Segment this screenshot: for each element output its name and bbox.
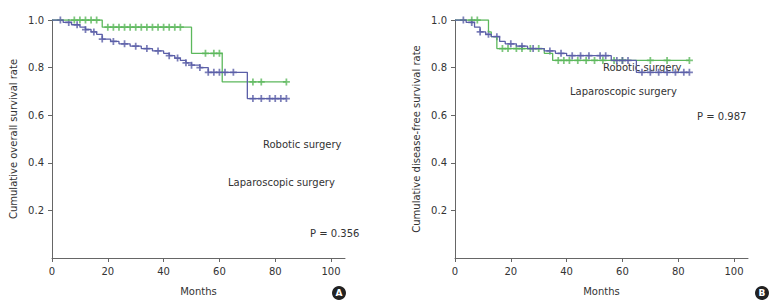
svg-text:P = 0.356: P = 0.356 xyxy=(310,228,359,239)
svg-text:Laparoscopic surgery: Laparoscopic surgery xyxy=(570,86,677,97)
svg-text:80: 80 xyxy=(269,266,282,277)
svg-text:Robotic surgery: Robotic surgery xyxy=(603,61,682,73)
svg-text:20: 20 xyxy=(101,266,114,277)
svg-text:Laparoscopic surgery: Laparoscopic surgery xyxy=(228,177,335,188)
svg-text:60: 60 xyxy=(616,266,629,277)
svg-text:Months: Months xyxy=(180,286,217,297)
svg-text:P = 0.987: P = 0.987 xyxy=(697,111,746,122)
svg-text:20: 20 xyxy=(504,266,517,277)
svg-text:1.0: 1.0 xyxy=(431,15,447,26)
svg-text:Cumulative overall survival ra: Cumulative overall survival rate xyxy=(8,59,19,219)
svg-text:B: B xyxy=(759,288,766,298)
svg-text:80: 80 xyxy=(672,266,685,277)
svg-text:Months: Months xyxy=(583,286,620,297)
svg-text:Robotic surgery: Robotic surgery xyxy=(263,139,342,150)
svg-text:1.0: 1.0 xyxy=(28,15,44,26)
svg-text:Cumulative disease-free surviv: Cumulative disease-free survival rate xyxy=(411,45,422,232)
svg-text:0.4: 0.4 xyxy=(28,157,44,168)
svg-text:A: A xyxy=(336,288,343,298)
svg-text:0.6: 0.6 xyxy=(431,110,447,121)
svg-text:0: 0 xyxy=(49,266,55,277)
svg-text:0.4: 0.4 xyxy=(431,157,447,168)
svg-text:100: 100 xyxy=(322,266,341,277)
svg-text:60: 60 xyxy=(213,266,226,277)
svg-text:0.2: 0.2 xyxy=(431,205,447,216)
svg-text:0.6: 0.6 xyxy=(28,110,44,121)
svg-text:0.2: 0.2 xyxy=(28,205,44,216)
svg-text:40: 40 xyxy=(560,266,573,277)
svg-text:0: 0 xyxy=(452,266,458,277)
svg-text:40: 40 xyxy=(157,266,170,277)
svg-text:0.8: 0.8 xyxy=(431,62,447,73)
svg-text:100: 100 xyxy=(725,266,744,277)
svg-text:0.8: 0.8 xyxy=(28,62,44,73)
